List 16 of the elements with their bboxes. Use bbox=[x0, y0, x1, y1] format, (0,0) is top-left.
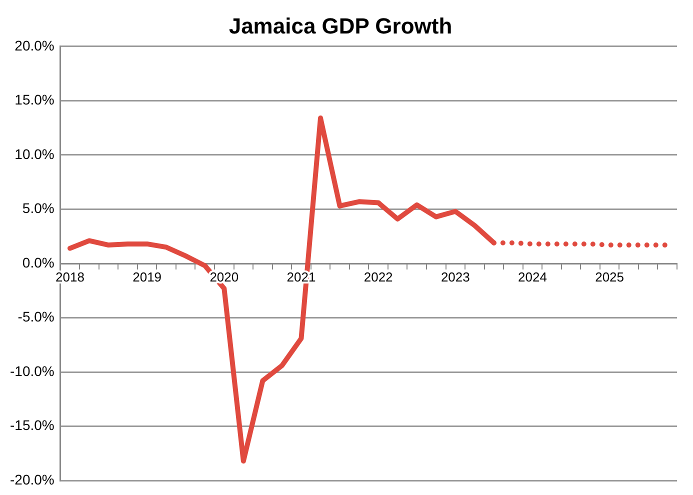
y-tick-label: 20.0% bbox=[14, 37, 54, 54]
y-tick-label: 0.0% bbox=[22, 254, 54, 270]
y-tick-label: -20.0% bbox=[10, 471, 54, 488]
x-tick-label: 2025 bbox=[595, 270, 624, 285]
x-tick-label: 2019 bbox=[132, 270, 162, 285]
y-tick-label: -5.0% bbox=[18, 308, 54, 325]
y-tick-label: 10.0% bbox=[14, 146, 54, 162]
y-tick-label: -15.0% bbox=[10, 417, 54, 434]
x-tick-label: 2018 bbox=[56, 270, 84, 285]
chart-title: Jamaica GDP Growth bbox=[228, 13, 452, 38]
x-tick-label: 2023 bbox=[440, 270, 470, 285]
y-tick-label: 15.0% bbox=[14, 92, 54, 108]
y-tick-label: -10.0% bbox=[10, 362, 54, 379]
x-tick-label: 2022 bbox=[364, 270, 393, 285]
x-tick-label: 2024 bbox=[518, 270, 547, 285]
y-tick-label: 5.0% bbox=[22, 200, 54, 216]
